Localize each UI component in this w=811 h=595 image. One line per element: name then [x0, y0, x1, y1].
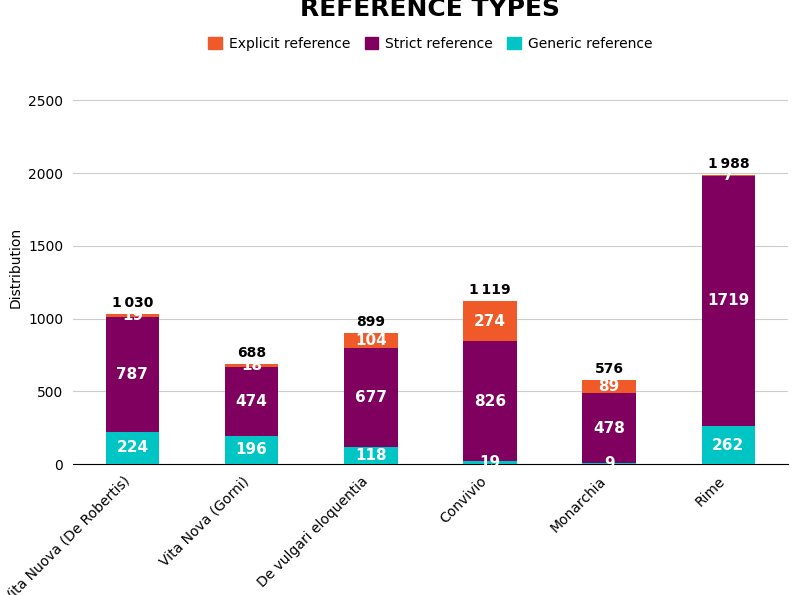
Bar	[105, 431, 159, 464]
Title: REFERENCE TYPES: REFERENCE TYPES	[300, 0, 560, 21]
Bar	[581, 393, 635, 463]
Bar	[581, 380, 635, 393]
Text: 89: 89	[598, 379, 619, 394]
Bar	[701, 426, 754, 464]
Bar	[225, 367, 278, 436]
Text: 196: 196	[235, 442, 267, 458]
Bar	[701, 175, 754, 176]
Text: 1 119: 1 119	[469, 283, 510, 298]
Text: 787: 787	[116, 367, 148, 382]
Bar	[701, 176, 754, 426]
Text: 118: 118	[354, 448, 386, 463]
Text: 677: 677	[354, 390, 386, 405]
Text: 19: 19	[122, 308, 143, 323]
Y-axis label: Distribution: Distribution	[9, 227, 23, 308]
Bar	[225, 436, 278, 464]
Bar	[462, 341, 516, 461]
Bar	[344, 333, 397, 349]
Legend: Explicit reference, Strict reference, Generic reference: Explicit reference, Strict reference, Ge…	[203, 31, 657, 57]
Bar	[105, 317, 159, 431]
Text: 224: 224	[116, 440, 148, 455]
Text: 474: 474	[235, 394, 267, 409]
Bar	[344, 447, 397, 464]
Bar	[581, 463, 635, 464]
Bar	[462, 301, 516, 341]
Text: 9: 9	[603, 456, 614, 471]
Bar	[225, 364, 278, 367]
Bar	[344, 349, 397, 447]
Text: 688: 688	[237, 346, 266, 360]
Text: 262: 262	[711, 437, 744, 453]
Text: 826: 826	[474, 394, 505, 409]
Text: 1 030: 1 030	[112, 296, 153, 310]
Text: 104: 104	[354, 333, 386, 349]
Text: 478: 478	[593, 421, 624, 436]
Text: 18: 18	[241, 358, 262, 373]
Text: 19: 19	[478, 455, 500, 470]
Bar	[105, 314, 159, 317]
Text: 7: 7	[722, 168, 733, 183]
Text: 274: 274	[474, 314, 505, 329]
Text: 576: 576	[594, 362, 623, 376]
Text: 899: 899	[356, 315, 384, 329]
Bar	[462, 461, 516, 464]
Text: 1 988: 1 988	[706, 157, 749, 171]
Text: 1719: 1719	[706, 293, 749, 308]
